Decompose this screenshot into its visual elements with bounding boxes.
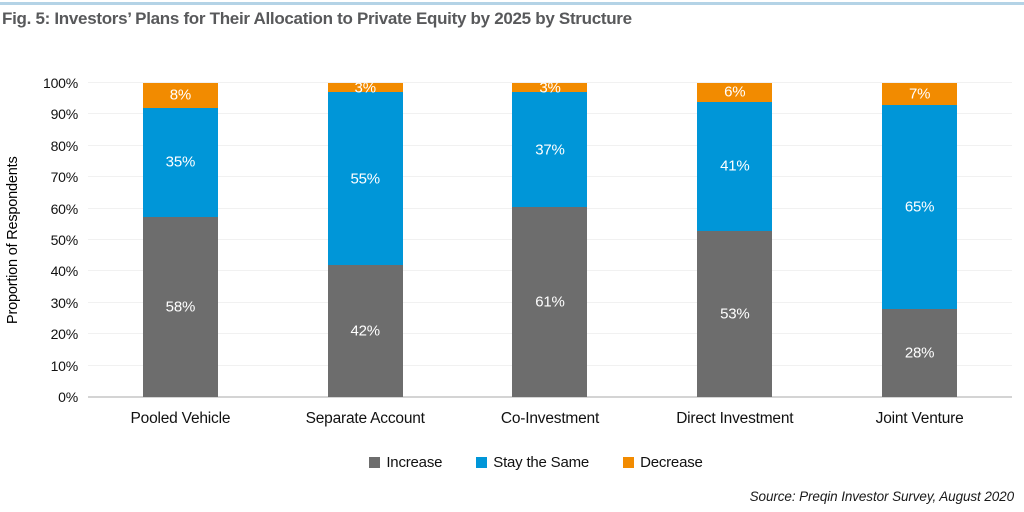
y-tick-label: 40% [50, 263, 79, 280]
gridline-100% [88, 82, 1012, 83]
legend: Increase Stay the Same Decrease [48, 454, 1024, 471]
legend-item-increase: Increase [369, 454, 442, 471]
y-tick-label: 90% [50, 106, 79, 123]
bar-cell-co-investment: 3% 37% 61% [458, 79, 643, 397]
stacked-bar: 6% 41% 53% [697, 83, 773, 397]
segment-increase: 61% [512, 207, 588, 397]
y-tick-label: 50% [50, 232, 79, 248]
segment-value-label: 37% [535, 141, 565, 159]
segment-stay-the-same: 35% [142, 107, 218, 217]
y-tick-label: 30% [50, 294, 79, 311]
plot-area: 8% 35% 58% 3% 55% 42% 3% 37% 61% 6% 41% 53% 7% 65% 28% [88, 79, 1012, 398]
segment-increase: 28% [882, 309, 958, 397]
segment-value-label: 6% [724, 83, 746, 101]
source-note: Source: Preqin Investor Survey, August 2… [749, 489, 1014, 504]
bar-cell-separate-account: 3% 55% 42% [273, 79, 458, 397]
legend-label: Increase [386, 454, 443, 471]
bar-cell-pooled-vehicle: 8% 35% 58% [88, 83, 273, 397]
category-label: Pooled Vehicle [130, 410, 231, 427]
segment-stay-the-same: 55% [327, 92, 403, 266]
segment-value-label: 55% [350, 170, 380, 188]
stacked-bar: 3% 55% 42% [327, 79, 403, 397]
legend-item-stay-the-same: Stay the Same [476, 454, 589, 471]
legend-item-decrease: Decrease [623, 454, 703, 471]
bars-layer: 8% 35% 58% 3% 55% 42% 3% 37% 61% 6% 41% 53% 7% 65% 28% [88, 79, 1012, 397]
segment-stay-the-same: 65% [882, 104, 958, 310]
legend-swatch [623, 457, 635, 468]
segment-decrease: 3% [512, 79, 588, 97]
segment-decrease: 8% [142, 83, 218, 108]
segment-decrease: 3% [327, 79, 403, 97]
segment-value-label: 35% [165, 153, 196, 171]
category-label: Direct Investment [676, 410, 794, 427]
y-tick-label: 80% [50, 137, 79, 154]
segment-value-label: 28% [904, 344, 935, 362]
segment-value-label: 3% [539, 79, 561, 97]
stacked-bar: 3% 37% 61% [512, 79, 588, 397]
segment-value-label: 8% [169, 86, 192, 104]
segment-value-label: 61% [535, 293, 565, 311]
segment-value-label: 58% [165, 298, 196, 316]
x-axis-category-labels: Pooled Vehicle Separate Account Co-Investm… [88, 410, 1012, 428]
category-label: Co-Investment [500, 410, 600, 427]
y-tick-label: 10% [50, 357, 79, 374]
segment-decrease: 6% [697, 83, 773, 102]
y-tick-label: 70% [50, 169, 79, 186]
segment-value-label: 42% [350, 322, 380, 340]
stacked-bar: 8% 35% 58% [142, 83, 218, 397]
bar-cell-direct-investment: 6% 41% 53% [642, 83, 827, 397]
segment-increase: 53% [697, 230, 773, 397]
bar-cell-joint-venture: 7% 65% 28% [827, 83, 1012, 397]
segment-decrease: 7% [882, 83, 958, 105]
x-axis-line [88, 396, 1012, 398]
segment-value-label: 41% [720, 157, 750, 175]
segment-increase: 58% [142, 216, 218, 397]
segment-stay-the-same: 41% [697, 101, 773, 231]
top-accent-rule [0, 2, 1024, 5]
segment-value-label: 3% [354, 79, 376, 97]
category-label: Joint Venture [875, 410, 964, 427]
segment-value-label: 53% [720, 305, 750, 323]
segment-value-label: 7% [908, 85, 931, 103]
y-tick-label: 60% [50, 200, 79, 217]
segment-value-label: 65% [904, 198, 935, 216]
segment-increase: 42% [327, 265, 403, 397]
category-label: Separate Account [305, 410, 425, 427]
y-tick-label: 100% [42, 75, 78, 91]
legend-swatch [476, 457, 488, 468]
stacked-bar: 7% 65% 28% [882, 83, 958, 397]
legend-label: Stay the Same [493, 454, 590, 471]
y-axis-tick-labels: 0% 10% 20% 30% 40% 50% 60% 70% 80% 90% 100% [0, 76, 79, 404]
figure-title: Fig. 5: Investors’ Plans for Their Alloc… [2, 9, 632, 28]
segment-stay-the-same: 37% [512, 92, 588, 208]
y-tick-label: 0% [58, 389, 78, 405]
legend-swatch [369, 457, 381, 468]
y-tick-label: 20% [50, 326, 79, 343]
legend-label: Decrease [640, 454, 703, 471]
